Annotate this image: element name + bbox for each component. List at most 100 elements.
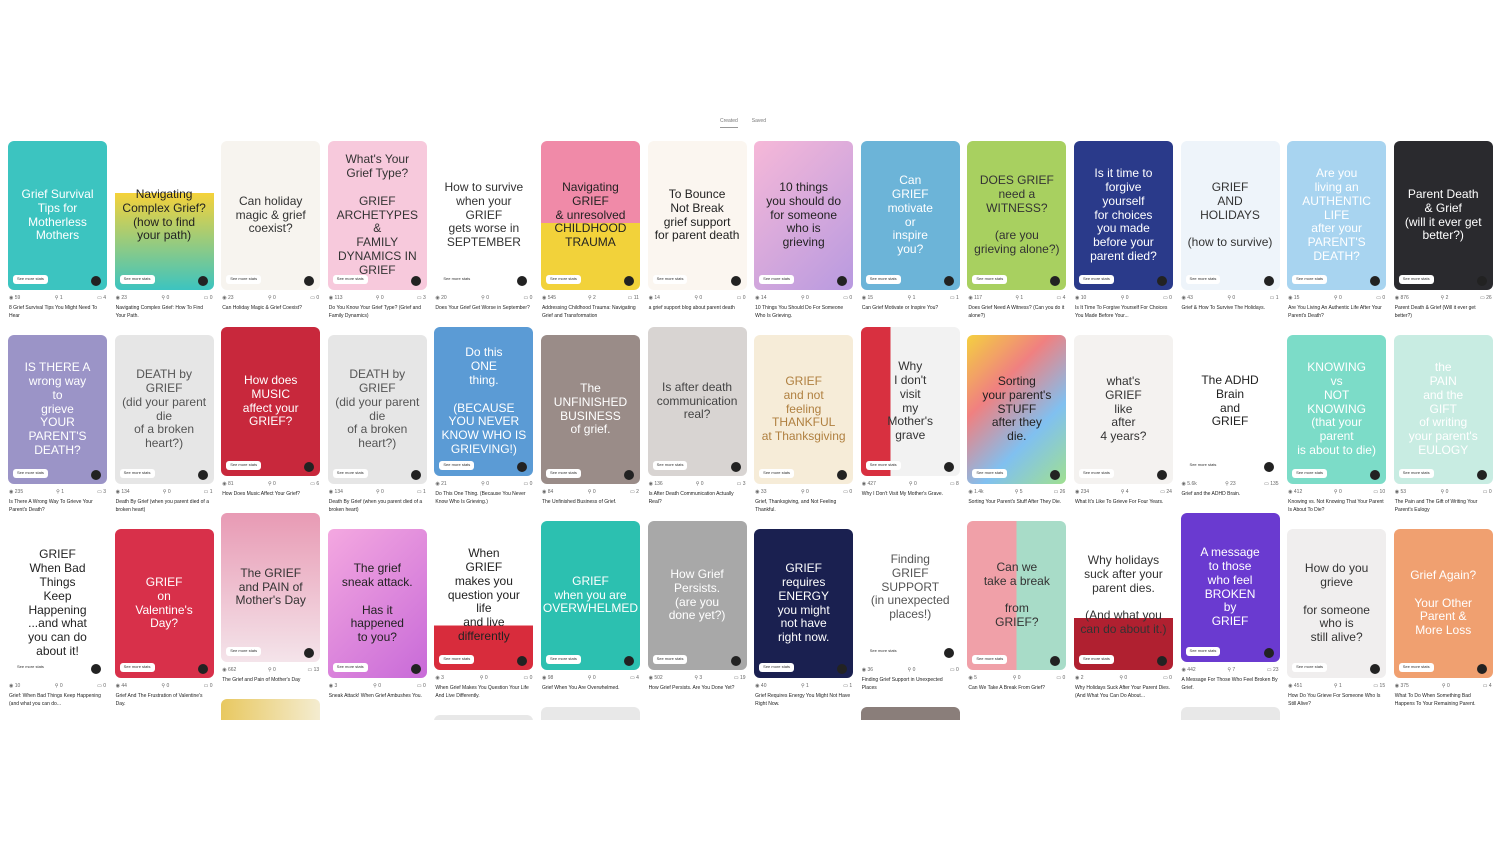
see-more-stats-button[interactable]: See more stats <box>1398 275 1434 284</box>
pin-title[interactable]: Why I Don't Visit My Mother's Grave. <box>861 491 944 497</box>
pin-card[interactable]: what's GRIEF like after 4 years? See more… <box>1073 335 1173 506</box>
pin-card[interactable]: To Bounce Not Break grief support for pa… <box>647 141 747 312</box>
see-more-stats-button[interactable]: See more stats <box>865 461 901 470</box>
see-more-stats-button[interactable]: See more stats <box>652 655 688 664</box>
pin-card[interactable]: Navigating GRIEF & unresolved CHILDHOOD … <box>540 141 640 320</box>
pin-image[interactable]: DEATH by GRIEF (did your parent die of a… <box>327 335 427 484</box>
pin-image[interactable]: Do this ONE thing. (BECAUSE YOU NEVER KN… <box>434 327 534 476</box>
see-more-stats-button[interactable]: See more stats <box>13 663 48 672</box>
pin-image[interactable]: 10 things you should do for someone who … <box>754 141 854 290</box>
pin-image[interactable]: DEATH by GRIEF (did your parent die of a… <box>114 335 214 484</box>
pin-title[interactable]: When Grief Makes You Question Your Life … <box>435 685 529 699</box>
pin-image[interactable]: How Grief Persists. (are you done yet?) S… <box>647 521 747 670</box>
pin-image[interactable]: GRIEF and not feeling THANKFUL at Thanks… <box>754 335 854 484</box>
see-more-stats-button[interactable]: See more stats <box>1398 663 1434 672</box>
pin-image[interactable]: Is it time to forgive yourself for choic… <box>1073 141 1173 290</box>
pin-card[interactable]: GRIEF AND HOLIDAYS (how to survive) See m… <box>1180 141 1280 312</box>
pin-image[interactable]: Why holidays suck after your parent dies… <box>1073 521 1173 670</box>
pin-card[interactable]: The UNFINISHED BUSINESS of grief. See mor… <box>540 335 640 506</box>
see-more-stats-button[interactable]: See more stats <box>119 469 155 478</box>
pin-title[interactable]: Death By Grief (when you parent died of … <box>115 499 209 513</box>
pin-title[interactable]: Grief When You Are Overwhelmed. <box>541 685 620 691</box>
pin-title[interactable]: 8 Grief Survival Tips You Might Need To … <box>9 305 98 319</box>
pin-card[interactable]: The grief sneak attack. Has it happened … <box>327 529 427 700</box>
pin-image[interactable] <box>1180 707 1280 720</box>
see-more-stats-button[interactable]: See more stats <box>972 275 1008 284</box>
pin-card[interactable]: KNOWING vs NOT KNOWING (that your parent… <box>1287 335 1387 514</box>
pin-title[interactable]: Why Holidays Suck After Your Parent Dies… <box>1074 685 1170 699</box>
see-more-stats-button[interactable]: See more stats <box>1398 469 1434 478</box>
see-more-stats-button[interactable]: See more stats <box>332 663 368 672</box>
see-more-stats-button[interactable]: See more stats <box>865 275 901 284</box>
pin-image[interactable]: KNOWING vs NOT KNOWING (that your parent… <box>1287 335 1387 484</box>
pin-card[interactable]: Grief Survival Tips for Motherless Mothe… <box>8 141 107 320</box>
pin-title[interactable]: Can Grief Motivate or Inspire You? <box>861 305 939 311</box>
see-more-stats-button[interactable]: See more stats <box>119 663 155 672</box>
see-more-stats-button[interactable]: See more stats <box>226 647 262 656</box>
pin-card[interactable]: Why holidays suck after your parent dies… <box>1073 521 1173 700</box>
pin-card[interactable]: Finding GRIEF SUPPORT (in unexpected pla… <box>860 513 960 692</box>
pin-image[interactable]: GRIEF on Valentine's Day? See more stats <box>114 529 214 678</box>
see-more-stats-button[interactable]: See more stats <box>332 469 368 478</box>
pin-card[interactable]: IS THERE A wrong way to grieve YOUR PARE… <box>8 335 107 514</box>
pin-image[interactable]: How does MUSIC affect your GRIEF? See mor… <box>221 327 321 476</box>
pin-title[interactable]: Grief And The Frustration of Valentine's… <box>115 693 203 707</box>
see-more-stats-button[interactable]: See more stats <box>865 647 901 656</box>
pin-title[interactable]: Sorting Your Parent's Stuff After They D… <box>968 499 1062 505</box>
pin-card[interactable]: DEATH by GRIEF (did your parent die of a… <box>327 335 427 514</box>
pin-image[interactable]: Navigating GRIEF & unresolved CHILDHOOD … <box>540 141 640 290</box>
pin-image[interactable] <box>860 707 960 720</box>
pin-title[interactable]: Knowing vs. Not Knowing That Your Parent… <box>1288 499 1384 513</box>
pin-image[interactable]: The grief sneak attack. Has it happened … <box>327 529 427 678</box>
pin-image[interactable]: Is after death communication real? See mo… <box>647 327 747 476</box>
pin-card[interactable]: The ADHD Brain and GRIEF See more stats ◉ … <box>1180 327 1280 498</box>
pin-card[interactable]: How does MUSIC affect your GRIEF? See mor… <box>221 327 321 498</box>
pin-card[interactable]: Parent Death & Grief (will it ever get b… <box>1393 141 1493 320</box>
pin-card[interactable]: The GRIEF and PAIN of Mother's Day See mo… <box>221 513 321 684</box>
see-more-stats-button[interactable]: See more stats <box>226 461 262 470</box>
pin-card[interactable]: Can GRIEF motivate or inspire you? See mo… <box>860 141 960 312</box>
see-more-stats-button[interactable]: See more stats <box>1185 275 1221 284</box>
see-more-stats-button[interactable]: See more stats <box>652 275 688 284</box>
pin-card[interactable]: How to survive when your GRIEF gets wors… <box>434 141 534 312</box>
pin-card[interactable]: DOES GRIEF need a WITNESS? (are you grie… <box>967 141 1067 320</box>
pin-title[interactable]: Sneak Attack! When Grief Ambushes You. <box>328 693 422 699</box>
pin-card[interactable]: When GRIEF makes you question your life … <box>434 521 534 700</box>
pin-title[interactable]: Is After Death Communication Actually Re… <box>648 491 734 505</box>
pin-image[interactable]: When GRIEF makes you question your life … <box>434 521 534 670</box>
pin-image[interactable]: Sorting your parent's STUFF after they d… <box>967 335 1067 484</box>
pin-title[interactable]: The Grief and Pain of Mother's Day <box>222 677 301 683</box>
pin-image[interactable]: The GRIEF and PAIN of Mother's Day See mo… <box>221 513 321 662</box>
see-more-stats-button[interactable]: See more stats <box>1185 647 1221 656</box>
pin-card[interactable]: Can we take a break from GRIEF? See more … <box>967 521 1067 692</box>
pin-image[interactable]: What's Your Grief Type? GRIEF ARCHETYPES… <box>327 141 427 290</box>
pin-card[interactable]: Are you living an AUTHENTIC LIFE after y… <box>1287 141 1387 320</box>
pin-title[interactable]: What It's Like To Grieve For Four Years. <box>1074 499 1164 505</box>
see-more-stats-button[interactable]: See more stats <box>545 275 581 284</box>
pin-card[interactable]: Navigating Complex Grief? (how to find y… <box>114 141 214 320</box>
pin-title[interactable]: How Grief Persists. Are You Done Yet? <box>648 685 735 691</box>
see-more-stats-button[interactable]: See more stats <box>1292 469 1328 478</box>
pin-title[interactable]: Parent Death & Grief (Will it ever get b… <box>1394 305 1476 319</box>
see-more-stats-button[interactable]: See more stats <box>226 275 262 284</box>
see-more-stats-button[interactable]: See more stats <box>1292 663 1328 672</box>
pin-title[interactable]: Do You Know Your Grief Type? (Grief and … <box>328 305 421 319</box>
pin-title[interactable]: a grief support blog about parent death <box>648 305 735 311</box>
tab-saved[interactable]: Saved <box>751 118 766 124</box>
see-more-stats-button[interactable]: See more stats <box>1078 275 1114 284</box>
see-more-stats-button[interactable]: See more stats <box>13 275 48 284</box>
pin-image[interactable]: Navigating Complex Grief? (how to find y… <box>114 141 214 290</box>
pin-title[interactable]: Can We Take A Break From Grief? <box>968 685 1045 691</box>
pin-image[interactable]: Finding GRIEF SUPPORT (in unexpected pla… <box>860 513 960 662</box>
pin-title[interactable]: Navigating Complex Grief: How To Find Yo… <box>115 305 204 319</box>
pin-image[interactable]: To Bounce Not Break grief support for pa… <box>647 141 747 290</box>
pin-image[interactable]: what's GRIEF like after 4 years? See more… <box>1073 335 1173 484</box>
see-more-stats-button[interactable]: See more stats <box>332 275 368 284</box>
pin-card[interactable]: How Grief Persists. (are you done yet?) S… <box>647 521 747 692</box>
pin-title[interactable]: Addressing Childhood Trauma: Navigating … <box>541 305 636 319</box>
pin-card[interactable]: Do this ONE thing. (BECAUSE YOU NEVER KN… <box>434 327 534 506</box>
pin-card[interactable]: Is after death communication real? See mo… <box>647 327 747 506</box>
see-more-stats-button[interactable]: See more stats <box>759 469 795 478</box>
pin-card[interactable]: GRIEF on Valentine's Day? See more stats ◉… <box>114 529 214 708</box>
see-more-stats-button[interactable]: See more stats <box>652 461 688 470</box>
